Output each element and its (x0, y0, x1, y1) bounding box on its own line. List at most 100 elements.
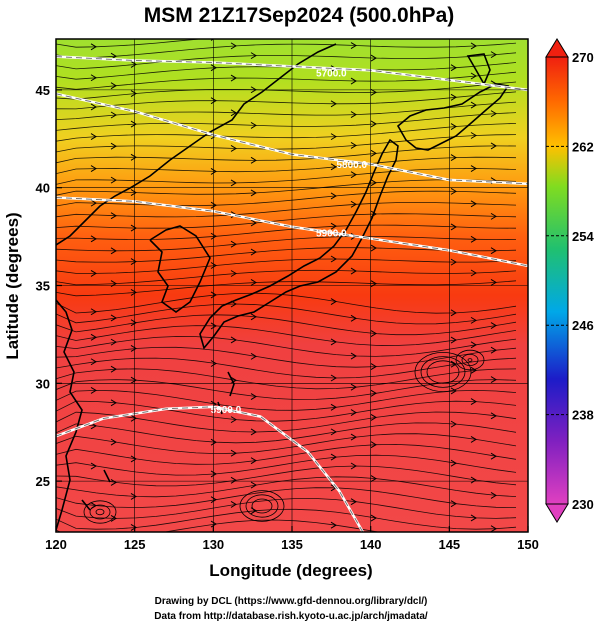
y-tick-label: 25 (36, 474, 50, 489)
vortex-streamline (89, 504, 111, 520)
flow-arrow (230, 416, 237, 424)
flow-arrow (350, 498, 357, 506)
x-tick-label: 125 (124, 537, 146, 552)
flow-arrow (490, 278, 497, 286)
flow-arrow (350, 171, 357, 179)
flow-arrow (230, 336, 237, 344)
streamline (56, 476, 517, 498)
colorbar-bottom-arrow (545, 503, 569, 523)
streamline (56, 134, 517, 153)
streamline (56, 201, 517, 218)
flow-arrow (130, 224, 137, 232)
flow-arrow (250, 248, 257, 256)
flow-arrow (450, 500, 457, 508)
streamline (56, 498, 517, 519)
colorbar-tick-label: 246 (572, 318, 594, 333)
streamline (56, 389, 517, 411)
streamline (56, 368, 517, 390)
flow-arrow (210, 438, 217, 446)
flow-arrow (90, 462, 97, 470)
coastline-hokkaido (396, 83, 510, 151)
flow-arrow (330, 428, 337, 436)
streamline (56, 168, 517, 185)
streamline (56, 411, 517, 433)
x-axis: 120 125 130 135 140 145 150 (45, 526, 539, 552)
coastline-japan (199, 138, 399, 350)
contour-line-dash (56, 406, 364, 532)
flow-arrow (350, 352, 357, 360)
flow-arrow (130, 345, 137, 352)
flow-arrow (350, 433, 357, 441)
flow-arrow (330, 403, 337, 411)
flow-arrow (130, 288, 137, 296)
map-title: MSM 21Z17Sep2024 (500.0hPa) (144, 4, 455, 27)
flow-arrow (450, 459, 457, 467)
flow-arrow (250, 279, 257, 286)
colorbar-tick-label: 270 (572, 50, 594, 65)
flow-arrow (350, 409, 357, 417)
flow-arrow (470, 514, 477, 522)
streamline (56, 465, 517, 487)
flow-arrow (250, 219, 257, 227)
streamline (56, 325, 517, 346)
flow-arrow (330, 338, 337, 346)
x-tick-label: 150 (517, 537, 539, 552)
contour-label: 5900.0 (316, 229, 347, 240)
streamline (56, 519, 381, 532)
flow-arrow (130, 90, 137, 97)
streamline (56, 336, 517, 357)
flow-arrow (90, 133, 97, 141)
flow-arrow (110, 514, 117, 522)
flow-arrow (350, 462, 357, 470)
flow-arrow (250, 428, 257, 436)
flow-arrow (250, 457, 257, 465)
flow-arrow (470, 101, 477, 109)
flow-arrow (370, 514, 377, 522)
vortex-streamline (461, 353, 479, 366)
streamline (56, 400, 517, 422)
streamline (56, 42, 517, 59)
streamline (56, 280, 517, 297)
coastline-mainland (56, 43, 337, 531)
vortex-streamline (467, 358, 473, 362)
streamline (56, 213, 517, 229)
flow-arrow (330, 192, 337, 200)
flow-arrow (450, 387, 457, 395)
flow-arrow (210, 232, 217, 240)
flow-arrow (230, 240, 237, 248)
flow-arrow (110, 176, 117, 184)
flow-arrow (110, 314, 117, 322)
flow-arrow (90, 235, 97, 243)
flow-arrow (230, 109, 237, 117)
flow-arrow (470, 72, 477, 80)
flow-arrow (370, 244, 377, 252)
y-tick-label: 40 (36, 181, 50, 196)
flow-arrow (450, 123, 457, 130)
flow-arrow (210, 360, 217, 367)
coastline-sakhalin (466, 53, 491, 86)
flow-arrow (370, 330, 377, 337)
flow-arrow (110, 247, 117, 255)
streamline (56, 145, 517, 164)
flow-arrow (230, 449, 237, 457)
streamline (56, 52, 517, 70)
flow-arrow (130, 455, 137, 463)
flow-arrow (450, 309, 457, 317)
flow-arrow (470, 366, 477, 374)
flow-arrow (451, 39, 452, 40)
flow-arrow (330, 298, 337, 305)
streamline (56, 433, 517, 455)
flow-arrow (470, 316, 477, 324)
flow-arrow (450, 336, 457, 344)
flow-arrow (490, 376, 497, 384)
vortex-streamline (245, 494, 279, 518)
flow-arrow (490, 412, 497, 420)
vortex-streamline (239, 490, 285, 522)
x-tick-label: 135 (281, 537, 303, 552)
flow-arrow (490, 142, 497, 150)
flow-arrow (210, 97, 217, 105)
flow-arrow (130, 524, 137, 531)
flow-arrow (250, 189, 257, 197)
flow-arrow (110, 142, 117, 150)
colorbar-ticks: 270 262 254 246 238 230 (546, 50, 594, 512)
